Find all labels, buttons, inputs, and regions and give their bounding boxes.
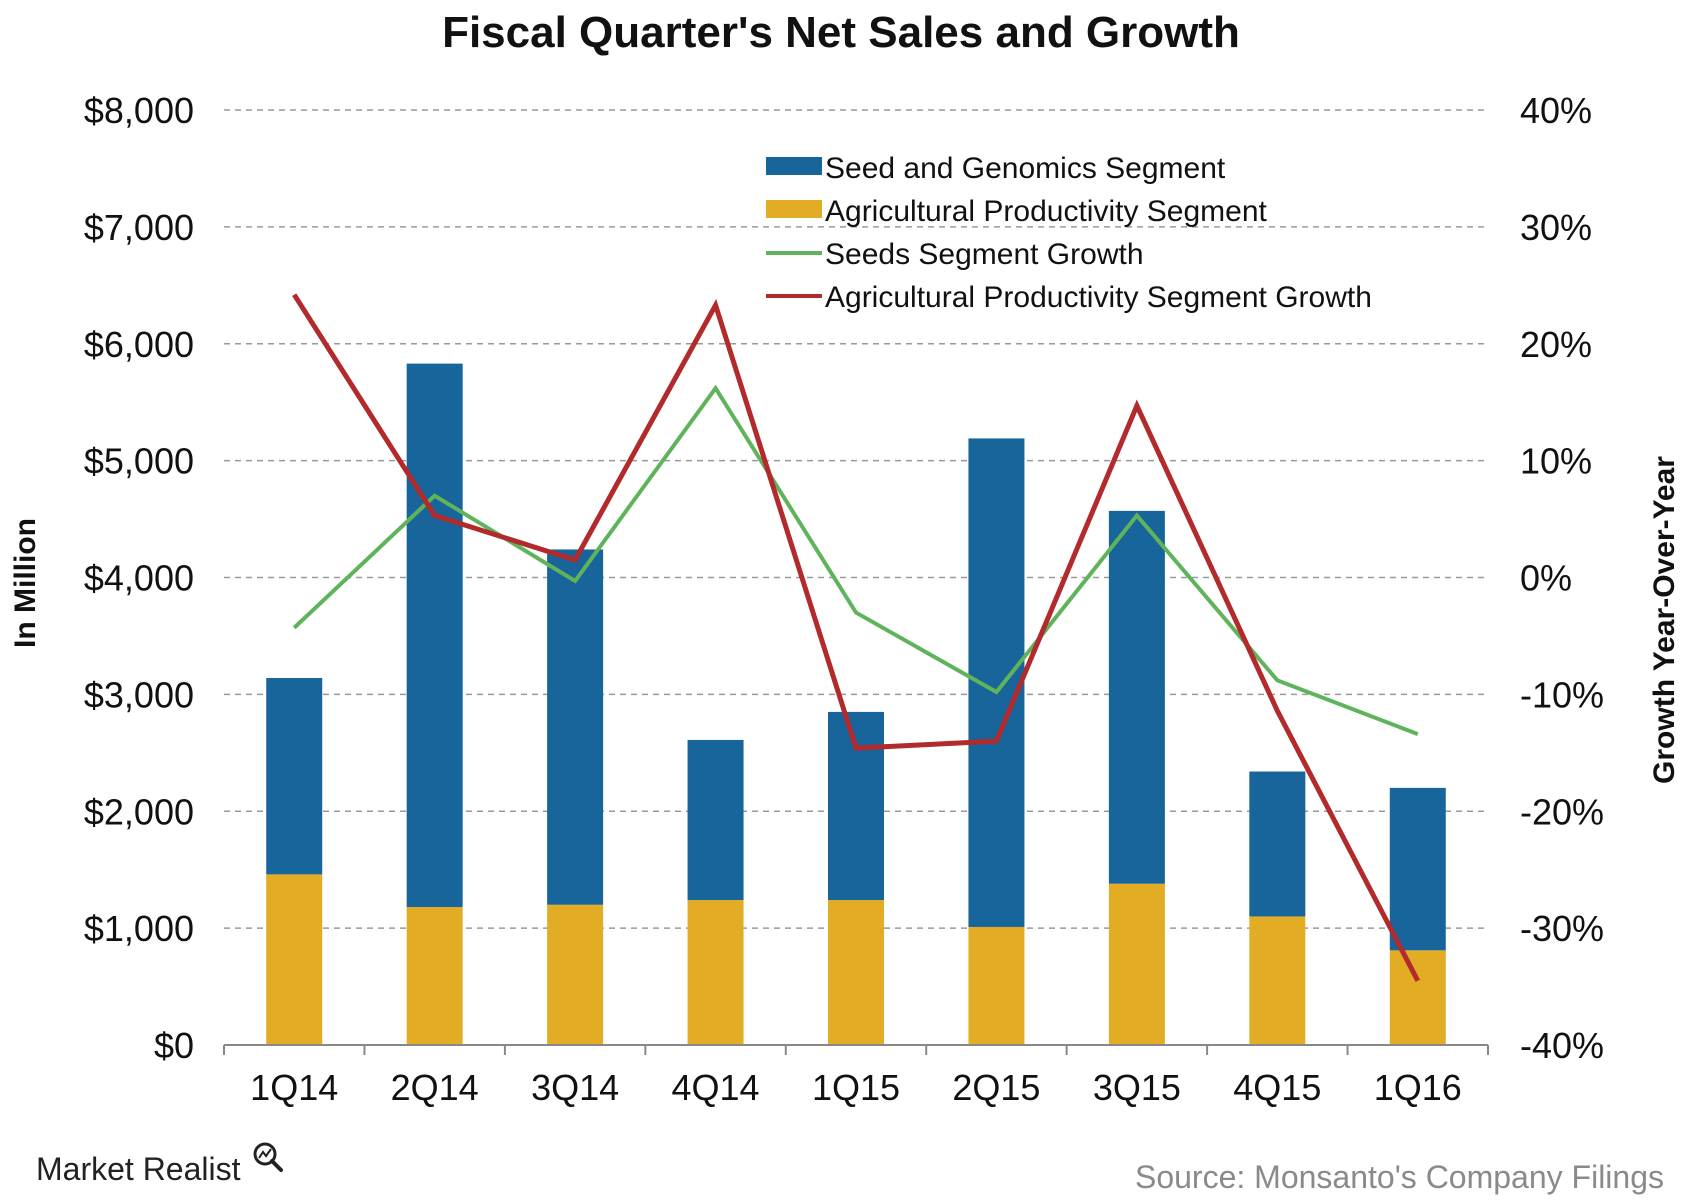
- left-tick-label: $6,000: [84, 324, 194, 365]
- x-tick-label: 4Q15: [1233, 1067, 1321, 1108]
- bar-seed-genomics: [687, 739, 744, 901]
- magnifier-icon: [253, 1142, 283, 1172]
- brand-logo: Market Realist: [36, 1142, 283, 1187]
- right-tick-label: 20%: [1520, 324, 1592, 365]
- x-tick-label: 1Q14: [250, 1067, 338, 1108]
- bar-agricultural-productivity: [1389, 950, 1446, 1045]
- left-axis-title: In Million: [9, 518, 42, 648]
- left-tick-label: $7,000: [84, 207, 194, 248]
- left-tick-label: $1,000: [84, 908, 194, 949]
- legend-label-seeds-growth: Seeds Segment Growth: [825, 238, 1144, 271]
- right-tick-label: -20%: [1520, 791, 1604, 832]
- right-tick-label: -40%: [1520, 1025, 1604, 1066]
- left-tick-label: $8,000: [84, 90, 194, 131]
- bar-seed-genomics: [1108, 510, 1165, 884]
- bar-agricultural-productivity: [547, 904, 604, 1045]
- left-tick-label: $4,000: [84, 558, 194, 599]
- x-tick-label: 3Q15: [1093, 1067, 1181, 1108]
- line-seeds-growth: [292, 384, 1419, 736]
- x-tick-label: 1Q16: [1374, 1067, 1462, 1108]
- right-tick-label: 10%: [1520, 441, 1592, 482]
- bar-agricultural-productivity: [828, 900, 884, 1045]
- legend-label-seed-genomics: Seed and Genomics Segment: [825, 152, 1226, 185]
- x-tick-label: 2Q15: [952, 1067, 1040, 1108]
- right-axis-ticks: -40% -30% -20% -10% 0% 10% 20% 30% 40%: [1520, 90, 1604, 1066]
- bar-agricultural-productivity: [1249, 916, 1306, 1045]
- right-tick-label: 0%: [1520, 558, 1572, 599]
- x-axis-ticks: 1Q14 2Q14 3Q14 4Q14 1Q15 2Q15 3Q15 4Q15 1Q16: [223, 1045, 1489, 1108]
- bar-agricultural-productivity: [406, 907, 463, 1045]
- right-tick-label: -30%: [1520, 908, 1604, 949]
- brand-name: Market Realist: [36, 1151, 241, 1187]
- right-tick-label: -10%: [1520, 674, 1604, 715]
- right-axis-title: Growth Year-Over-Year: [1648, 456, 1681, 784]
- left-tick-label: $3,000: [84, 674, 194, 715]
- x-tick-label: 1Q15: [812, 1067, 900, 1108]
- bar-seed-genomics: [1249, 771, 1306, 917]
- bar-seed-genomics: [547, 549, 604, 905]
- bar-agricultural-productivity: [1108, 883, 1165, 1045]
- bar-seed-genomics: [1389, 787, 1446, 951]
- bars: [266, 363, 1446, 1045]
- bar-seed-genomics: [406, 363, 463, 908]
- x-tick-label: 2Q14: [391, 1067, 479, 1108]
- bar-agricultural-productivity: [687, 900, 744, 1045]
- growth-lines: [292, 293, 1420, 982]
- legend-label-ag-growth: Agricultural Productivity Segment Growth: [825, 281, 1372, 314]
- legend-swatch-seed-genomics: [766, 157, 822, 175]
- right-tick-label: 30%: [1520, 207, 1592, 248]
- bar-agricultural-productivity: [266, 874, 323, 1045]
- x-tick-label: 3Q14: [531, 1067, 619, 1108]
- left-tick-label: $2,000: [84, 791, 194, 832]
- bar-agricultural-productivity: [968, 926, 1025, 1045]
- legend-swatch-agricultural-productivity: [766, 200, 822, 218]
- chart-title: Fiscal Quarter's Net Sales and Growth: [442, 8, 1240, 57]
- source-note: Source: Monsanto's Company Filings: [1135, 1159, 1664, 1195]
- left-axis-ticks: $0 $1,000 $2,000 $3,000 $4,000 $5,000 $6,000 $7…: [84, 90, 194, 1066]
- line-ag-productivity-growth: [292, 293, 1420, 982]
- right-tick-label: 40%: [1520, 90, 1592, 131]
- left-tick-label: $0: [154, 1025, 194, 1066]
- legend-label-agricultural-productivity: Agricultural Productivity Segment: [825, 195, 1268, 228]
- x-tick-label: 4Q14: [672, 1067, 760, 1108]
- legend: Seed and Genomics Segment Agricultural P…: [766, 152, 1372, 314]
- left-tick-label: $5,000: [84, 441, 194, 482]
- bar-seed-genomics: [266, 678, 323, 875]
